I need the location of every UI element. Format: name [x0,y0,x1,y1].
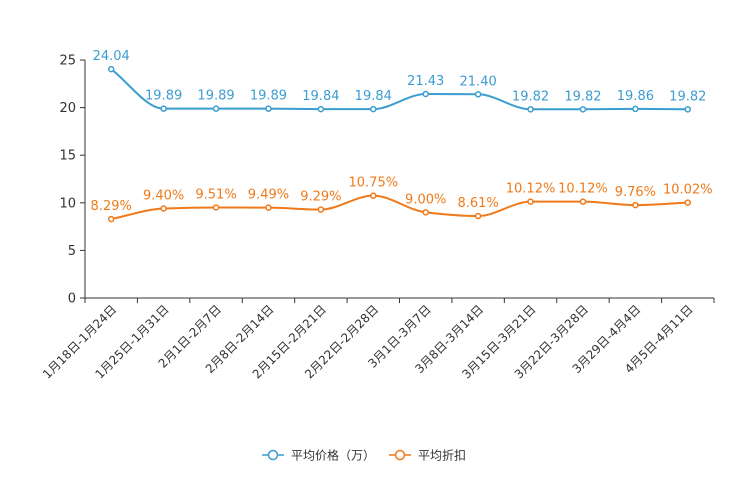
data-label: 9.00% [405,192,446,207]
data-point [684,106,692,113]
data-point [160,205,167,212]
legend-marker-icon [394,449,406,461]
data-label: 9.49% [248,188,289,203]
data-label: 19.84 [302,89,339,104]
data-label: 19.82 [512,89,549,104]
data-label: 19.82 [564,89,601,104]
series-line [110,68,688,111]
data-point [632,105,639,113]
data-point [527,198,534,205]
y-tick-label: 10 [59,196,76,211]
legend-item-1: 平均价格（万） [262,448,375,463]
y-tick-label: 25 [59,54,76,69]
data-label: 8.29% [91,199,132,214]
data-label: 21.43 [407,74,444,89]
data-label: 19.89 [250,89,287,104]
data-label: 19.89 [145,89,182,104]
data-label: 19.82 [669,89,706,104]
data-label: 10.12% [558,182,608,197]
data-label: 10.02% [663,183,713,198]
data-label: 19.84 [355,89,392,104]
series-layer: 24.04 19.89 19.89 19.89 19.84 19.84 21.43 21.40… [91,49,713,223]
legend-item-2: 平均折扣 [389,448,466,463]
data-point [632,201,639,209]
legend-marker-icon [267,449,279,461]
series-line [111,194,688,221]
data-point [107,65,115,73]
data-point [265,204,272,211]
data-point [317,206,325,213]
legend-label: 平均价格（万） [291,448,375,463]
data-point [422,209,429,216]
data-point [212,204,220,211]
series-2: 8.29% 9.40% 9.51% 9.49% 9.29% 10.75% 9.00% 8.61… [91,176,713,223]
data-label: 8.61% [457,196,498,211]
data-label: 19.86 [617,89,654,104]
y-tick-label: 15 [59,149,76,164]
data-label: 10.75% [349,176,399,191]
data-label: 24.04 [93,49,130,64]
y-tick-label: 20 [59,101,76,116]
data-label: 9.76% [615,185,656,200]
data-point [474,91,482,98]
y-tick-label: 5 [68,244,76,259]
data-label: 9.40% [143,189,184,204]
data-label: 19.89 [197,89,234,104]
legend: 平均价格（万） 平均折扣 [262,448,466,463]
data-point [160,105,167,112]
data-point [370,105,377,113]
data-point [579,106,587,113]
data-point [527,106,534,113]
data-point [422,90,429,98]
legend-label: 平均折扣 [418,448,466,463]
y-tick-label: 0 [68,292,76,307]
data-point [474,212,482,220]
x-axis: 1月18日-1月24日1月25日-1月31日2月1日-2月7日2月8日-2月14… [40,297,715,382]
data-point [684,199,692,206]
data-point [370,192,377,199]
data-label: 10.12% [506,182,556,197]
data-label: 21.40 [460,74,497,89]
y-axis: 0 5 10 15 20 25 [59,54,86,307]
data-point [317,105,325,113]
data-label: 9.29% [300,190,341,205]
data-point [265,105,272,112]
data-point [579,198,587,205]
data-point [107,215,115,223]
series-1: 24.04 19.89 19.89 19.89 19.84 19.84 21.43 21.40… [93,49,706,113]
data-label: 9.51% [195,187,236,202]
data-point [212,105,220,112]
